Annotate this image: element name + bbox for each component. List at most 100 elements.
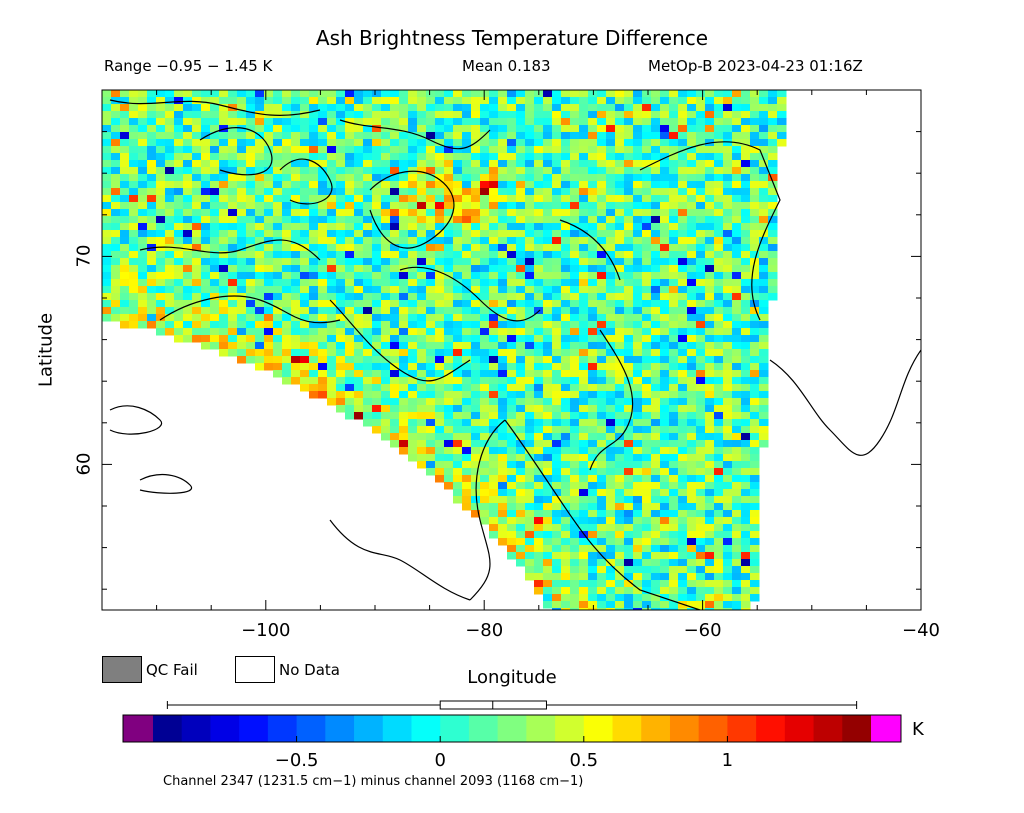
data-cell: [471, 111, 481, 119]
data-cell: [426, 335, 436, 343]
data-cell: [498, 538, 508, 546]
data-cell: [732, 405, 742, 413]
data-cell: [534, 524, 544, 532]
data-cell: [390, 300, 400, 308]
data-cell: [471, 503, 481, 511]
data-cell: [435, 146, 445, 154]
data-cell: [687, 160, 697, 168]
data-cell: [705, 335, 715, 343]
data-cell: [543, 202, 553, 210]
data-cell: [300, 377, 310, 385]
no-data-label: No Data: [279, 661, 340, 679]
coastline-segment: [639, 141, 781, 321]
data-cell: [741, 426, 751, 434]
data-cell: [381, 279, 391, 287]
data-cell: [336, 321, 346, 329]
data-cell: [579, 475, 589, 483]
data-cell: [741, 265, 751, 273]
data-cell: [615, 440, 625, 448]
data-cell: [642, 608, 652, 610]
data-cell: [750, 482, 760, 490]
data-cell: [165, 153, 175, 161]
colorbar-range-indicator: [166, 700, 858, 710]
data-cell: [768, 216, 778, 224]
data-cell: [489, 188, 499, 196]
data-cell: [561, 496, 571, 504]
data-cell: [156, 195, 166, 203]
data-cell: [561, 510, 571, 518]
data-cell: [732, 153, 742, 161]
data-cell: [534, 104, 544, 112]
data-cell: [633, 216, 643, 224]
data-cell: [246, 153, 256, 161]
data-cell: [525, 300, 535, 308]
data-cell: [597, 454, 607, 462]
data-cell: [678, 517, 688, 525]
data-cell: [624, 286, 634, 294]
data-cell: [651, 90, 661, 98]
data-cell: [750, 167, 760, 175]
data-cell: [552, 342, 562, 350]
data-cell: [372, 244, 382, 252]
data-cell: [372, 398, 382, 406]
data-cell: [381, 335, 391, 343]
data-cell: [201, 300, 211, 308]
data-cell: [345, 335, 355, 343]
data-cell: [705, 258, 715, 266]
data-cell: [552, 503, 562, 511]
data-cell: [273, 370, 283, 378]
data-cell: [516, 125, 526, 133]
data-cell: [264, 216, 274, 224]
data-cell: [507, 545, 517, 553]
data-cell: [408, 223, 418, 231]
data-cell: [579, 167, 589, 175]
data-cell: [768, 160, 778, 168]
data-cell: [597, 97, 607, 105]
data-cell: [723, 573, 733, 581]
data-cell: [363, 188, 373, 196]
data-cell: [768, 188, 778, 196]
data-cell: [615, 111, 625, 119]
data-cell: [309, 132, 319, 140]
data-cell: [651, 216, 661, 224]
data-cell: [489, 279, 499, 287]
data-cell: [390, 153, 400, 161]
data-cell: [354, 118, 364, 126]
data-cell: [606, 160, 616, 168]
data-cell: [282, 139, 292, 147]
data-cell: [642, 524, 652, 532]
data-cell: [579, 125, 589, 133]
data-cell: [633, 461, 643, 469]
data-cell: [552, 559, 562, 567]
data-cell: [732, 104, 742, 112]
data-cell: [615, 559, 625, 567]
data-cell: [219, 160, 229, 168]
data-cell: [318, 118, 328, 126]
data-cell: [633, 132, 643, 140]
data-cell: [237, 258, 247, 266]
data-cell: [417, 307, 427, 315]
data-cell: [102, 244, 112, 252]
data-cell: [597, 363, 607, 371]
data-cell: [660, 202, 670, 210]
data-cell: [561, 461, 571, 469]
colorbar-cell: [756, 715, 786, 742]
data-cell: [750, 552, 760, 560]
data-cell: [561, 286, 571, 294]
data-cell: [444, 104, 454, 112]
data-cell: [282, 272, 292, 280]
data-cell: [480, 384, 490, 392]
data-cell: [588, 251, 598, 259]
data-cell: [750, 160, 760, 168]
data-cell: [336, 314, 346, 322]
data-cell: [219, 153, 229, 161]
data-cell: [300, 118, 310, 126]
data-cell: [255, 363, 265, 371]
data-cell: [570, 97, 580, 105]
data-cell: [192, 286, 202, 294]
data-cell: [453, 209, 463, 217]
data-cell: [282, 230, 292, 238]
data-cell: [525, 293, 535, 301]
data-cell: [543, 97, 553, 105]
data-cell: [345, 412, 355, 420]
